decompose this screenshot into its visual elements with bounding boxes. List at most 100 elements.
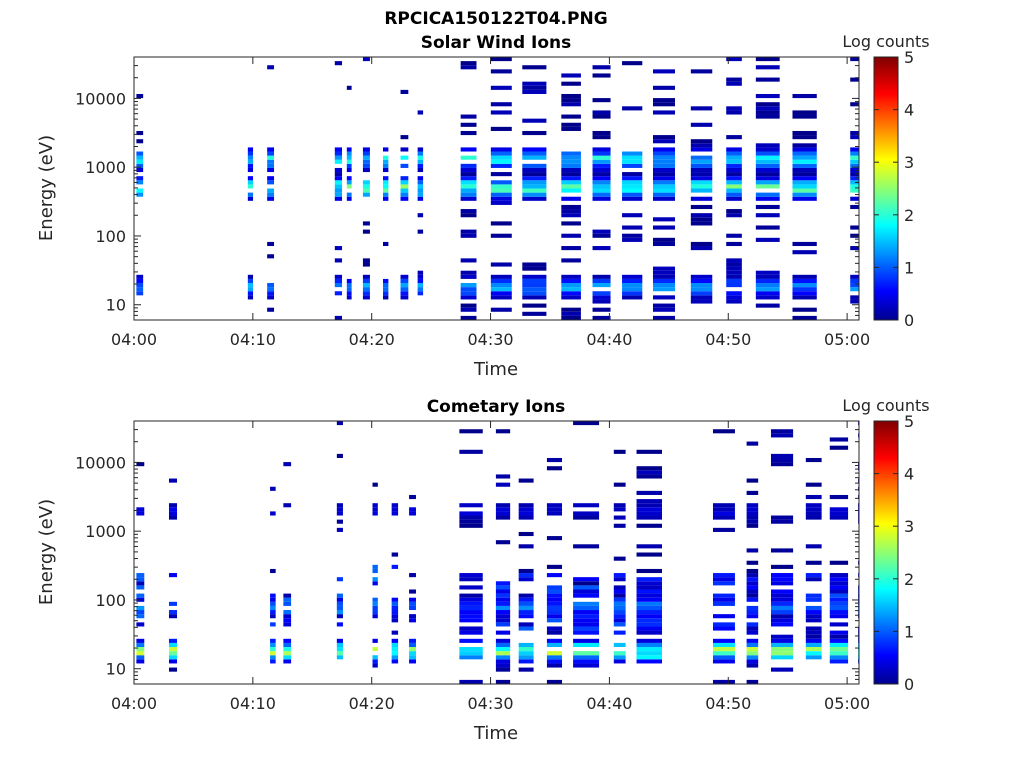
heatmap-cell xyxy=(573,659,599,663)
heatmap-cell xyxy=(653,184,675,188)
heatmap-cell xyxy=(373,598,378,602)
heatmap-cell xyxy=(270,487,276,491)
heatmap-cell xyxy=(792,164,816,168)
heatmap-cell xyxy=(830,606,848,610)
heatmap-cell xyxy=(858,487,873,491)
heatmap-cell xyxy=(335,160,342,164)
heatmap-cell xyxy=(756,304,780,308)
heatmap-cell xyxy=(418,176,423,180)
heatmap-cell xyxy=(363,147,370,151)
heatmap-cell xyxy=(747,561,759,565)
heatmap-cell xyxy=(792,193,816,197)
heatmap-cell xyxy=(491,110,512,114)
heatmap-cell xyxy=(383,160,388,164)
heatmap-cell xyxy=(248,287,253,291)
heatmap-cell xyxy=(335,189,342,193)
heatmap-cell xyxy=(850,147,874,151)
heatmap-cell xyxy=(418,197,423,201)
heatmap-cell xyxy=(347,197,352,201)
heatmap-cell xyxy=(713,516,735,520)
heatmap-cell xyxy=(496,503,510,507)
heatmap-cell xyxy=(622,275,642,279)
heatmap-cell xyxy=(653,160,675,164)
heatmap-cell xyxy=(713,639,735,643)
y-tick-label: 10 xyxy=(106,660,126,679)
heatmap-cell xyxy=(637,585,662,589)
heatmap-cell xyxy=(373,610,378,614)
heatmap-cell xyxy=(335,291,342,295)
heatmap-cell xyxy=(691,168,712,172)
heatmap-cell xyxy=(337,598,343,602)
heatmap-cell xyxy=(614,622,626,626)
heatmap-cell xyxy=(622,238,642,242)
heatmap-cell xyxy=(850,197,874,201)
x-tick-label: 04:50 xyxy=(705,694,751,713)
heatmap-cell xyxy=(637,466,662,470)
heatmap-cell xyxy=(691,287,712,291)
heatmap-cell xyxy=(491,308,512,312)
heatmap-cell xyxy=(459,450,482,454)
heatmap-cell xyxy=(136,275,143,279)
colorbar-tick-label: 0 xyxy=(904,675,914,694)
heatmap-cell xyxy=(373,659,378,663)
heatmap-cell xyxy=(347,279,352,283)
heatmap-cell xyxy=(335,279,342,283)
heatmap-cell xyxy=(496,680,510,684)
heatmap-cell xyxy=(858,561,873,565)
heatmap-cell xyxy=(771,655,793,659)
heatmap-cell xyxy=(337,528,343,532)
heatmap-cell xyxy=(136,94,143,98)
heatmap-cell xyxy=(459,680,482,684)
heatmap-cell xyxy=(573,511,599,515)
heatmap-cell xyxy=(169,659,177,663)
heatmap-cell xyxy=(136,655,144,659)
heatmap-cell xyxy=(561,213,581,217)
heatmap-cell xyxy=(691,283,712,287)
heatmap-cell xyxy=(756,78,780,82)
heatmap-cell xyxy=(637,511,662,515)
heatmap-cell xyxy=(726,193,742,197)
heatmap-cell xyxy=(392,511,398,515)
heatmap-cell xyxy=(747,520,759,524)
heatmap-cell xyxy=(747,573,759,577)
x-tick-label: 04:30 xyxy=(468,694,514,713)
heatmap-cell xyxy=(726,110,742,114)
heatmap-cell xyxy=(401,279,409,283)
heatmap-cell xyxy=(637,598,662,602)
heatmap-cell xyxy=(614,483,626,487)
heatmap-cell xyxy=(401,147,409,151)
heatmap-cell xyxy=(383,291,388,295)
heatmap-cell xyxy=(850,78,874,82)
heatmap-cell xyxy=(593,279,611,283)
colorbar-tick-label: 1 xyxy=(904,258,914,277)
heatmap-cell xyxy=(622,61,642,65)
heatmap-cell xyxy=(637,643,662,647)
heatmap-cell xyxy=(561,279,581,283)
heatmap-cell xyxy=(418,271,423,275)
heatmap-cell xyxy=(806,544,822,548)
heatmap-cell xyxy=(756,168,780,172)
heatmap-cell xyxy=(383,176,388,180)
heatmap-cell xyxy=(547,565,562,569)
heatmap-cell xyxy=(830,622,848,626)
heatmap-cell xyxy=(593,152,611,156)
heatmap-cell xyxy=(593,197,611,201)
heatmap-cell xyxy=(637,507,662,511)
heatmap-cell xyxy=(830,585,848,589)
heatmap-cell xyxy=(637,614,662,618)
heatmap-cell xyxy=(461,172,477,176)
heatmap-cell xyxy=(614,614,626,618)
heatmap-cell xyxy=(522,168,546,172)
heatmap-cell xyxy=(713,598,735,602)
heatmap-cell xyxy=(806,614,822,618)
heatmap-cell xyxy=(830,639,848,643)
heatmap-cell xyxy=(691,295,712,299)
heatmap-cell xyxy=(169,610,177,614)
heatmap-cell xyxy=(136,160,143,164)
heatmap-cell xyxy=(496,474,510,478)
heatmap-cell xyxy=(713,594,735,598)
heatmap-cell xyxy=(136,651,144,655)
heatmap-cell xyxy=(726,234,742,238)
heatmap-cell xyxy=(491,275,512,279)
x-axis-label: Time xyxy=(473,723,518,744)
